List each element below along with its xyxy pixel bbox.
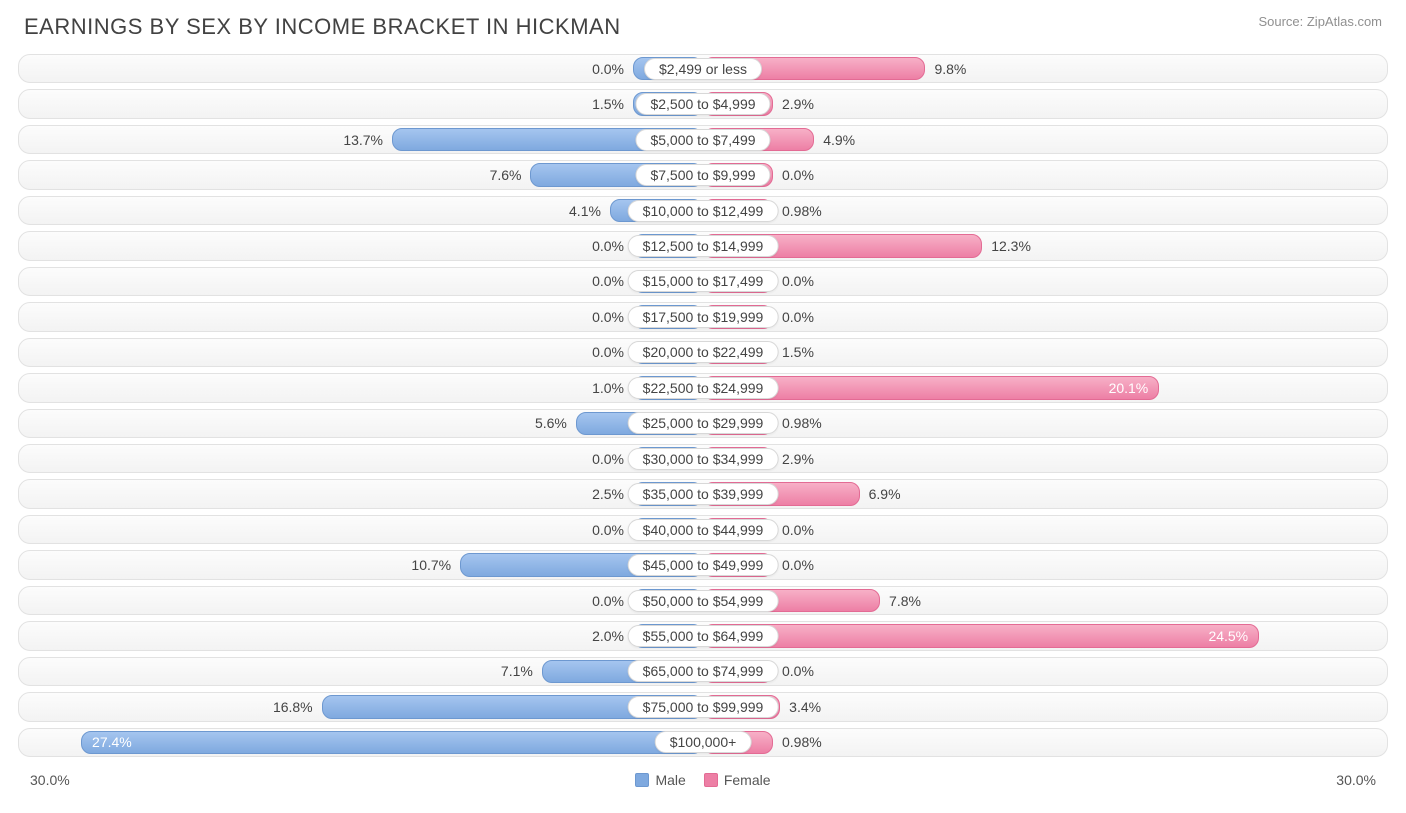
male-value: 4.1% — [563, 203, 607, 219]
female-value: 20.1% — [1103, 380, 1159, 396]
chart-footer: 30.0% Male Female 30.0% — [18, 765, 1388, 795]
bracket-label: $45,000 to $49,999 — [628, 554, 779, 576]
male-bar: 27.4% — [81, 731, 703, 754]
bracket-label: $7,500 to $9,999 — [635, 164, 770, 186]
male-value: 0.0% — [586, 238, 630, 254]
female-value: 0.98% — [776, 203, 828, 219]
chart-row: 2.5% 6.9% $35,000 to $39,999 — [18, 479, 1388, 508]
chart-row: 0.0% 0.0%$17,500 to $19,999 — [18, 302, 1388, 331]
bracket-label: $30,000 to $34,999 — [628, 448, 779, 470]
chart-row: 7.1% 0.0%$65,000 to $74,999 — [18, 657, 1388, 686]
bracket-label: $75,000 to $99,999 — [628, 696, 779, 718]
bracket-label: $55,000 to $64,999 — [628, 625, 779, 647]
male-value: 0.0% — [586, 344, 630, 360]
female-value: 0.0% — [776, 309, 820, 325]
chart-row: 2.0% 24.5% $55,000 to $64,999 — [18, 621, 1388, 650]
chart-row: 0.0% 9.8% $2,499 or less — [18, 54, 1388, 83]
legend-male: Male — [635, 772, 685, 788]
male-value: 7.6% — [484, 167, 528, 183]
male-value: 0.0% — [586, 61, 630, 77]
bracket-label: $35,000 to $39,999 — [628, 483, 779, 505]
male-value: 1.5% — [586, 96, 630, 112]
male-value: 0.0% — [586, 593, 630, 609]
bracket-label: $15,000 to $17,499 — [628, 270, 779, 292]
female-value: 0.0% — [776, 522, 820, 538]
legend-female-label: Female — [724, 772, 771, 788]
bracket-label: $22,500 to $24,999 — [628, 377, 779, 399]
bracket-label: $25,000 to $29,999 — [628, 412, 779, 434]
bracket-label: $50,000 to $54,999 — [628, 590, 779, 612]
female-value: 0.98% — [776, 734, 828, 750]
male-value: 2.0% — [586, 628, 630, 644]
chart-row: 5.6% 0.98%$25,000 to $29,999 — [18, 409, 1388, 438]
female-value: 6.9% — [863, 486, 907, 502]
legend-female: Female — [704, 772, 771, 788]
chart-row: 0.0% 1.5%$20,000 to $22,499 — [18, 338, 1388, 367]
chart-row: 10.7% 0.0%$45,000 to $49,999 — [18, 550, 1388, 579]
female-value: 0.0% — [776, 663, 820, 679]
axis-max-left: 30.0% — [30, 772, 70, 788]
male-value: 0.0% — [586, 451, 630, 467]
male-value: 0.0% — [586, 522, 630, 538]
chart-row: 0.0% 12.3% $12,500 to $14,999 — [18, 231, 1388, 260]
legend: Male Female — [635, 772, 770, 788]
chart-row: 0.0% 0.0%$15,000 to $17,499 — [18, 267, 1388, 296]
female-value: 0.0% — [776, 557, 820, 573]
bracket-label: $100,000+ — [655, 731, 752, 753]
female-value: 4.9% — [817, 132, 861, 148]
female-value: 7.8% — [883, 593, 927, 609]
female-value: 12.3% — [985, 238, 1037, 254]
female-bar: 24.5% — [703, 624, 1259, 647]
male-value: 13.7% — [337, 132, 389, 148]
legend-male-label: Male — [655, 772, 685, 788]
chart-row: 7.6% 0.0% $7,500 to $9,999 — [18, 160, 1388, 189]
bracket-label: $17,500 to $19,999 — [628, 306, 779, 328]
bracket-label: $10,000 to $12,499 — [628, 200, 779, 222]
male-value: 1.0% — [586, 380, 630, 396]
female-value: 0.0% — [776, 167, 820, 183]
female-value: 2.9% — [776, 451, 820, 467]
chart-row: 13.7% 4.9% $5,000 to $7,499 — [18, 125, 1388, 154]
swatch-male-icon — [635, 773, 649, 787]
bracket-label: $65,000 to $74,999 — [628, 660, 779, 682]
male-value: 0.0% — [586, 273, 630, 289]
male-value: 7.1% — [495, 663, 539, 679]
chart-canvas: 0.0% 9.8% $2,499 or less 1.5% 2.9% $2,500 to … — [18, 54, 1388, 757]
bracket-label: $2,500 to $4,999 — [635, 93, 770, 115]
chart-row: 0.0% 0.0%$40,000 to $44,999 — [18, 515, 1388, 544]
male-value: 10.7% — [405, 557, 457, 573]
chart-row: 1.0% 20.1% $22,500 to $24,999 — [18, 373, 1388, 402]
female-value: 2.9% — [776, 96, 820, 112]
male-value: 0.0% — [586, 309, 630, 325]
bracket-label: $40,000 to $44,999 — [628, 519, 779, 541]
male-value: 16.8% — [267, 699, 319, 715]
bracket-label: $5,000 to $7,499 — [635, 129, 770, 151]
female-value: 24.5% — [1202, 628, 1258, 644]
female-value: 0.98% — [776, 415, 828, 431]
bracket-label: $20,000 to $22,499 — [628, 341, 779, 363]
bracket-label: $2,499 or less — [644, 58, 762, 80]
male-value: 27.4% — [82, 734, 138, 750]
female-value: 9.8% — [928, 61, 972, 77]
female-value: 1.5% — [776, 344, 820, 360]
source-attribution: Source: ZipAtlas.com — [1258, 14, 1382, 29]
chart-row: 16.8% 3.4%$75,000 to $99,999 — [18, 692, 1388, 721]
swatch-female-icon — [704, 773, 718, 787]
chart-row: 0.0% 2.9%$30,000 to $34,999 — [18, 444, 1388, 473]
chart-row: 4.1% 0.98%$10,000 to $12,499 — [18, 196, 1388, 225]
chart-row: 0.0% 7.8% $50,000 to $54,999 — [18, 586, 1388, 615]
chart-row: 27.4% 0.98% $100,000+ — [18, 728, 1388, 757]
axis-max-right: 30.0% — [1336, 772, 1376, 788]
female-value: 3.4% — [783, 699, 827, 715]
chart-row: 1.5% 2.9% $2,500 to $4,999 — [18, 89, 1388, 118]
male-value: 2.5% — [586, 486, 630, 502]
bracket-label: $12,500 to $14,999 — [628, 235, 779, 257]
chart-title: EARNINGS BY SEX BY INCOME BRACKET IN HIC… — [24, 14, 621, 40]
male-value: 5.6% — [529, 415, 573, 431]
female-value: 0.0% — [776, 273, 820, 289]
